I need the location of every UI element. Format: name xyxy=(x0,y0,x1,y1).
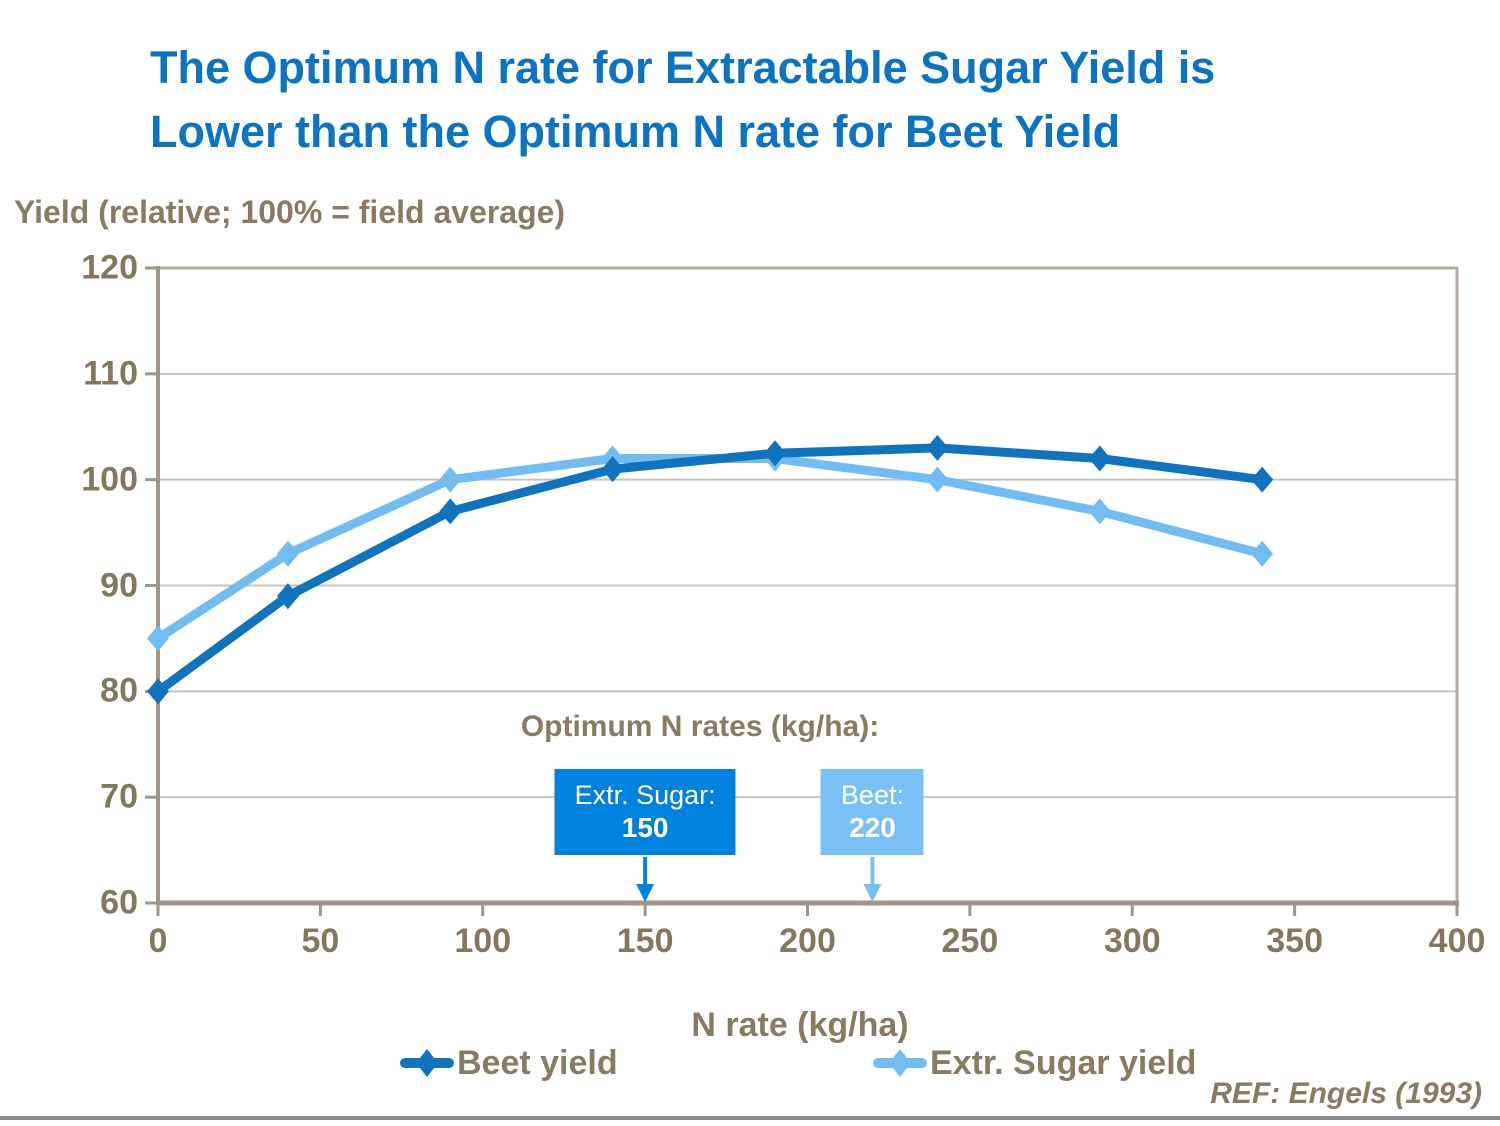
optimum-box-label: Beet: xyxy=(840,780,904,810)
legend-item-extr-sugar-yield: Extr. Sugar yield xyxy=(873,1044,1196,1082)
x-tick-label: 350 xyxy=(1266,922,1323,960)
beet-yield-marker xyxy=(276,583,299,610)
y-tick-label: 120 xyxy=(81,248,138,287)
beet-yield-marker xyxy=(764,440,787,467)
reference-note: REF: Engels (1993) xyxy=(1210,1077,1482,1110)
y-tick-label: 90 xyxy=(100,566,138,604)
beet-yield-marker xyxy=(147,678,169,705)
legend-marker-beet-icon xyxy=(400,1049,454,1077)
y-tick-label: 60 xyxy=(100,883,138,922)
extr-sugar-yield-marker xyxy=(1251,540,1274,567)
optimum-box-value: 150 xyxy=(621,812,669,843)
optimum-box-extr-sugar: Extr. Sugar: 150 xyxy=(554,769,736,855)
beet-yield-line xyxy=(153,443,1267,696)
beet-yield-marker xyxy=(926,434,949,461)
extr-sugar-yield-line xyxy=(153,454,1267,643)
beet-yield-marker xyxy=(1251,466,1274,493)
extr-sugar-yield-marker xyxy=(926,466,949,493)
x-tick-label: 200 xyxy=(779,922,836,960)
x-tick-label: 0 xyxy=(148,922,168,960)
slide-title-line-1: The Optimum N rate for Extractable Sugar… xyxy=(150,42,1216,93)
optimum-box-label: Extr. Sugar: xyxy=(574,780,716,810)
x-tick-label: 150 xyxy=(616,922,674,960)
x-tick-label: 300 xyxy=(1103,922,1161,960)
x-tick-label: 250 xyxy=(941,922,999,960)
annotation-heading: Optimum N rates (kg/ha): xyxy=(520,710,880,743)
bottom-rule xyxy=(0,1116,1500,1120)
optimum-box-beet: Beet: 220 xyxy=(820,769,924,855)
optimum-arrow-head-icon xyxy=(863,884,882,902)
y-tick-label: 80 xyxy=(100,671,138,710)
y-tick-label: 100 xyxy=(81,460,138,499)
legend-label: Extr. Sugar yield xyxy=(930,1043,1197,1082)
y-tick-label: 110 xyxy=(83,354,138,393)
beet-yield-marker xyxy=(601,456,624,483)
optimum-arrow-head-icon xyxy=(636,884,655,902)
legend-label: Beet yield xyxy=(457,1043,618,1082)
extr-sugar-yield-marker xyxy=(439,466,462,493)
beet-yield-marker xyxy=(439,498,462,525)
extr-sugar-yield-marker xyxy=(1088,498,1111,525)
optimum-box-value: 220 xyxy=(849,812,896,843)
extr-sugar-yield-marker xyxy=(147,625,169,652)
x-tick-label: 400 xyxy=(1428,922,1486,960)
legend-marker-extr-sugar-icon xyxy=(873,1049,927,1077)
y-tick-label: 70 xyxy=(100,777,138,816)
x-tick-label: 100 xyxy=(454,922,512,960)
legend-item-beet-yield: Beet yield xyxy=(400,1044,618,1082)
y-axis-title: Yield (relative; 100% = field average) xyxy=(14,194,566,230)
x-tick-label: 50 xyxy=(301,922,340,960)
x-axis-title: N rate (kg/ha) xyxy=(691,1006,909,1044)
extr-sugar-yield-marker xyxy=(276,540,299,567)
slide-title-line-2: Lower than the Optimum N rate for Beet Y… xyxy=(150,106,1121,157)
beet-yield-marker xyxy=(1088,445,1111,472)
